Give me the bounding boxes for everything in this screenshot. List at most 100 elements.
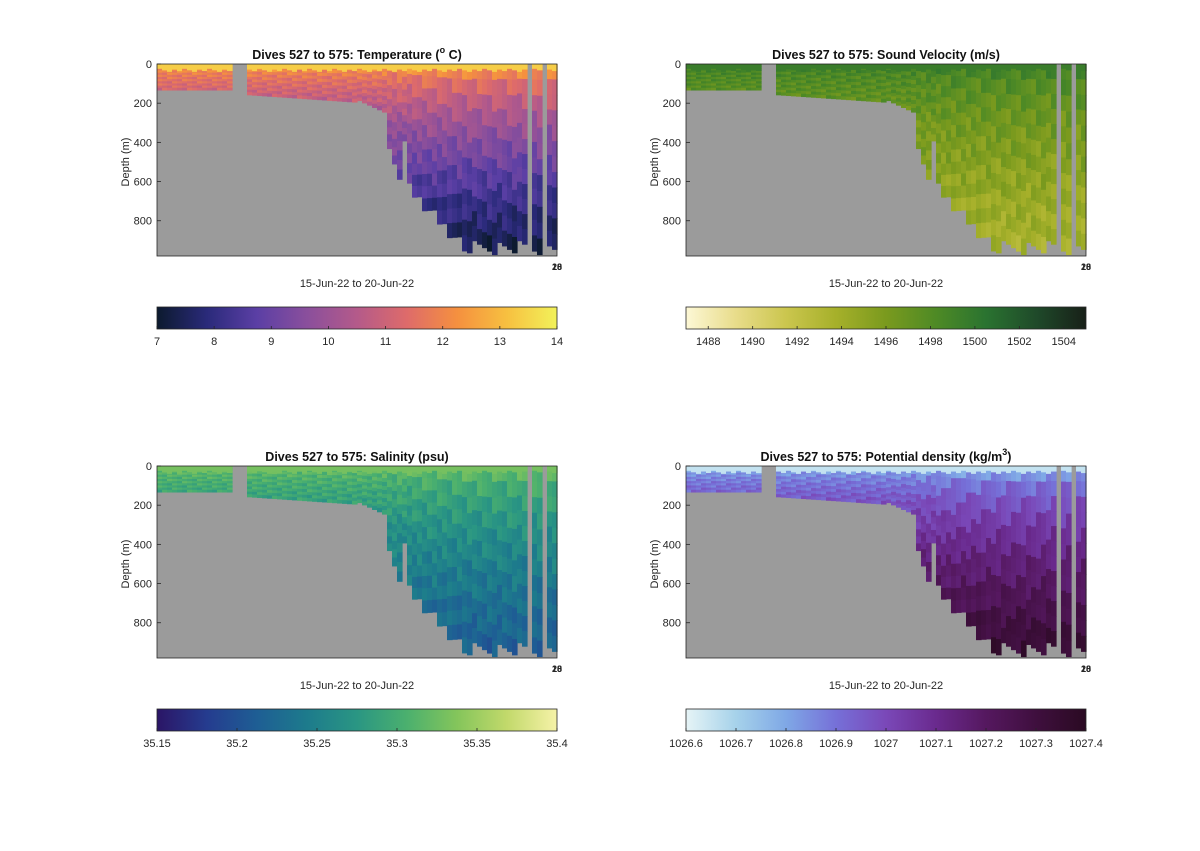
heatmap-cell: [252, 481, 258, 485]
heatmap-cell: [866, 472, 872, 476]
heatmap-cell: [452, 222, 458, 238]
heatmap-cell: [457, 610, 463, 625]
surface-layer-cell: [1016, 466, 1022, 473]
heatmap-cell: [686, 79, 692, 82]
heatmap-cell: [1036, 94, 1042, 111]
heatmap-cell: [781, 71, 787, 75]
heatmap-cell: [272, 476, 278, 481]
surface-layer-cell: [946, 64, 952, 72]
heatmap-cell: [1046, 93, 1052, 109]
heatmap-cell: [342, 493, 348, 498]
heatmap-cell: [377, 86, 383, 92]
heatmap-cell: [382, 72, 388, 77]
heatmap-cell: [736, 485, 742, 489]
heatmap-cell: [901, 476, 907, 482]
heatmap-cell: [911, 510, 917, 515]
heatmap-cell: [916, 120, 922, 128]
heatmap-cell: [332, 478, 338, 482]
heatmap-cell: [851, 498, 857, 503]
heatmap-cell: [976, 509, 982, 525]
heatmap-cell: [492, 513, 498, 531]
heatmap-cell: [1001, 181, 1007, 198]
heatmap-cell: [337, 481, 343, 486]
heatmap-cell: [257, 476, 263, 480]
heatmap-cell: [846, 495, 852, 500]
heatmap-cell: [1076, 556, 1082, 573]
surface-layer-cell: [836, 466, 842, 471]
heatmap-cell: [467, 142, 473, 159]
heatmap-cell: [786, 82, 792, 86]
heatmap-cell: [447, 78, 453, 94]
heatmap-cell: [801, 474, 807, 478]
surface-layer-cell: [512, 64, 518, 71]
heatmap-cell: [991, 559, 997, 576]
heatmap-cell: [791, 471, 797, 475]
heatmap-cell: [522, 169, 528, 185]
heatmap-cell: [412, 130, 418, 143]
heatmap-cell: [302, 92, 308, 97]
heatmap-cell: [297, 72, 303, 76]
heatmap-cell: [392, 549, 398, 559]
heatmap-cell: [781, 491, 787, 496]
heatmap-cell: [292, 92, 298, 96]
heatmap-cell: [482, 79, 488, 96]
heatmap-cell: [427, 161, 433, 175]
surface-layer-cell: [267, 64, 273, 72]
heatmap-cell: [477, 184, 483, 200]
surface-layer-cell: [796, 466, 802, 474]
surface-layer-cell: [1041, 466, 1047, 473]
heatmap-cell: [921, 515, 927, 525]
heatmap-cell: [302, 87, 308, 91]
heatmap-cell: [442, 77, 448, 92]
heatmap-cell: [162, 476, 168, 480]
heatmap-cell: [981, 165, 987, 181]
heatmap-cell: [312, 93, 318, 97]
heatmap-cell: [277, 496, 283, 500]
heatmap-cell: [741, 87, 747, 91]
heatmap-cell: [991, 606, 997, 623]
heatmap-cell: [801, 77, 807, 81]
colorbar-tick-label: 13: [494, 336, 506, 348]
heatmap-cell: [851, 81, 857, 86]
heatmap-cell: [1001, 152, 1007, 168]
heatmap-cell: [711, 72, 717, 76]
surface-layer-cell: [851, 466, 857, 472]
heatmap-cell: [227, 478, 233, 482]
heatmap-cell: [951, 539, 957, 553]
surface-layer-cell: [826, 466, 832, 472]
surface-layer-cell: [307, 466, 313, 471]
heatmap-cell: [926, 485, 932, 496]
heatmap-cell: [976, 567, 982, 583]
heatmap-cell: [876, 98, 882, 103]
heatmap-cell: [971, 103, 977, 118]
heatmap-cell: [811, 493, 817, 497]
heatmap-cell: [946, 174, 952, 187]
heatmap-cell: [272, 471, 278, 475]
surface-layer-cell: [447, 64, 453, 70]
heatmap-cell: [851, 492, 857, 497]
heatmap-cell: [162, 74, 168, 78]
heatmap-cell: [1076, 94, 1082, 111]
heatmap-cell: [701, 79, 707, 82]
heatmap-cell: [891, 482, 897, 486]
heatmap-cell: [277, 479, 283, 483]
surface-layer-cell: [217, 64, 223, 72]
heatmap-cell: [966, 170, 972, 185]
heatmap-cell: [267, 474, 273, 478]
heatmap-cell: [522, 109, 528, 125]
heatmap-cell: [1036, 543, 1042, 560]
heatmap-cell: [352, 475, 358, 480]
surface-layer-cell: [921, 466, 927, 474]
heatmap-cell: [956, 88, 962, 102]
heatmap-cell: [552, 202, 558, 219]
heatmap-cell: [427, 551, 433, 565]
heatmap-cell: [1076, 230, 1082, 247]
heatmap-cell: [552, 79, 558, 96]
heatmap-cell: [442, 143, 448, 158]
heatmap-cell: [1066, 592, 1072, 610]
heatmap-cell: [507, 481, 513, 498]
heatmap-cell: [896, 98, 902, 103]
heatmap-cell: [981, 610, 987, 626]
surface-layer-cell: [327, 466, 333, 474]
heatmap-cell: [367, 74, 373, 79]
